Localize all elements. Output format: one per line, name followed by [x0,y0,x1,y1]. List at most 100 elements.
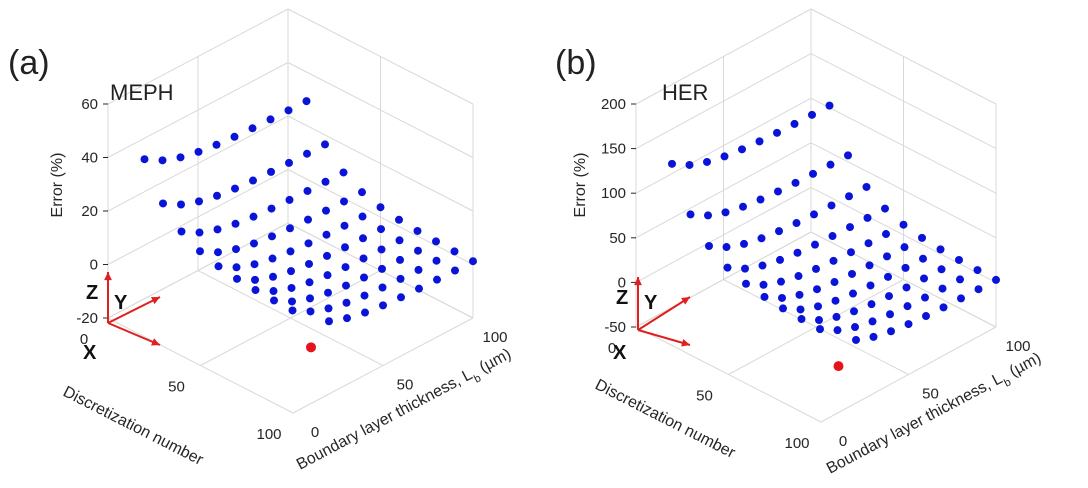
data-point [851,323,859,332]
y-axis-label-subscript: b [1002,376,1013,389]
data-point [792,219,801,228]
z-tick-label: 200 [601,96,626,113]
data-point [321,177,330,186]
data-point [340,197,348,206]
data-point [158,156,167,165]
gridlines [635,8,997,423]
data-point [230,132,239,141]
data-point [758,261,767,270]
data-point [778,293,786,302]
data-points [668,101,1000,372]
data-point [286,224,294,233]
data-point [232,245,240,254]
data-point [742,279,750,288]
data-point [812,264,820,273]
data-point [214,262,223,271]
y-tick-label: 0 [839,433,847,450]
x-axis-label: Discretization number [592,376,738,462]
data-point [864,239,873,248]
data-point [415,284,423,293]
data-point [899,220,908,229]
x-arrow [637,329,691,346]
data-point [885,292,893,301]
data-point [738,145,746,154]
data-point [844,151,852,160]
data-point [938,284,947,293]
data-point [395,215,403,224]
data-point [213,225,222,234]
data-point [830,278,839,287]
data-point [177,200,185,209]
data-point [777,277,785,286]
data-point [685,160,694,169]
data-point [849,289,857,298]
y-axis-label-main: Boundary layer thickness, L [294,366,476,473]
z-tick-label: 150 [601,141,626,158]
data-point [377,225,385,234]
y-arrow [637,296,691,331]
data-point [704,211,712,220]
chart-panel-a: (a) MEPH -20 0 20 40 60 0 50 100 0 50 100 Error (%) Di… [8,8,517,478]
data-point [305,278,314,287]
data-point [377,245,386,254]
data-point [195,197,203,206]
data-point [705,241,713,250]
data-point [918,233,926,242]
data-point [808,110,816,119]
data-point [267,167,275,176]
data-point [741,264,749,273]
wall-grid-line [287,8,474,105]
data-point [195,228,204,237]
z-axis-label: Error (%) [572,153,589,218]
data-points [140,97,477,353]
chart-panel-b: (b) HER -50 0 50 100 150 200 0 50 100 0 50 100 Error (… [555,8,1044,478]
data-point [322,230,331,239]
data-point [867,300,876,309]
data-point [304,215,312,224]
data-point [413,226,422,235]
data-point [358,188,366,197]
data-point [302,97,311,106]
x-arrow [107,322,161,346]
data-point [757,234,766,243]
wall-grid-line [287,115,474,212]
data-point [900,243,909,252]
floor-grid-line [107,317,294,414]
z-tick-label: 100 [601,185,626,202]
data-point [250,260,259,269]
data-point [396,255,404,264]
data-point [285,158,293,167]
data-point [269,287,278,296]
optimum-point [306,342,316,353]
y-arrowhead [151,297,160,305]
data-point [305,259,313,268]
data-point [776,255,784,264]
floor-grid-line [197,270,384,366]
y-axis-label: Boundary layer thickness, Lb (µm) [294,346,517,478]
data-point [322,206,330,215]
data-point [432,256,441,265]
data-point [790,119,799,128]
data-point [378,283,387,292]
data-point [248,124,257,133]
z-tick-label: -50 [604,319,626,336]
data-point [833,326,842,335]
data-point [686,210,695,219]
data-point [936,245,945,254]
wall-grid-line [635,97,812,194]
z-tick-label: -20 [76,310,98,327]
data-point [306,294,314,303]
data-point [249,212,258,221]
wall-grid-line [810,231,997,328]
data-point [378,264,386,273]
data-point [904,320,913,329]
chart-title: MEPH [110,80,174,105]
data-point [939,303,948,312]
wall-grid-line [107,222,289,319]
data-point [740,239,748,248]
data-point [921,293,929,302]
wall-grid-line [635,53,812,150]
x-tick-label: 100 [784,435,809,452]
data-point [194,147,203,156]
data-point [286,247,295,256]
